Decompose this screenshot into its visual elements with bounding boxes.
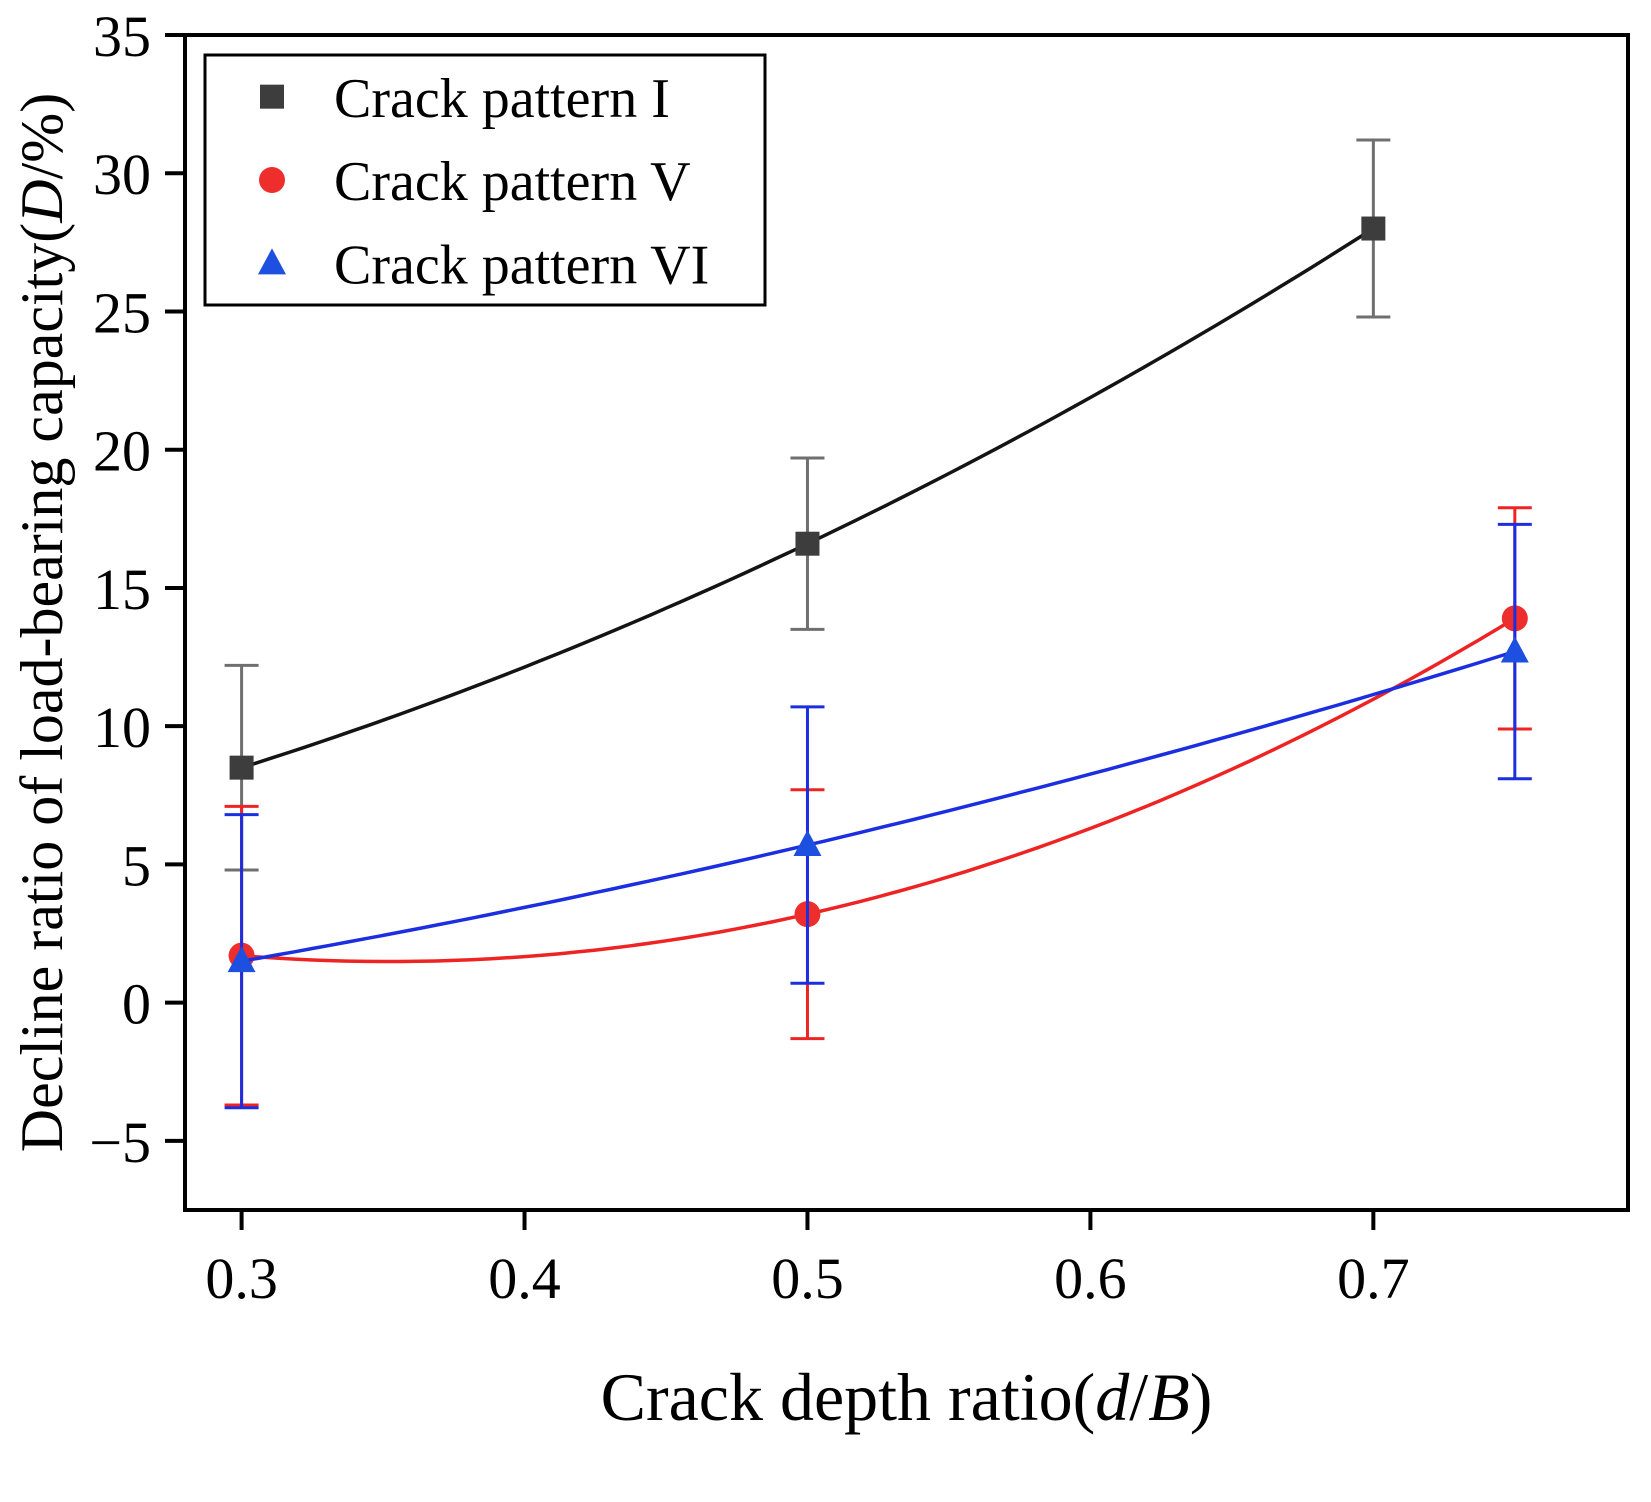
- y-axis: −5 0 5 10 15 20 25 30 35: [89, 4, 185, 1175]
- y-tick-label: 35: [93, 4, 151, 69]
- legend-box: [203, 53, 767, 307]
- y-tick-label: 5: [122, 833, 151, 898]
- legend-label: Crack pattern V: [334, 151, 691, 213]
- y-tick-label: 20: [93, 419, 151, 484]
- series-crack-pattern-i: [224, 138, 1391, 872]
- series-crack-pattern-v: [224, 506, 1532, 1107]
- data-point-marker-square: [1361, 216, 1386, 241]
- x-axis: 0.3 0.4 0.5 0.6 0.7: [205, 1210, 1410, 1311]
- x-axis-title: Crack depth ratio(d/B): [601, 1359, 1213, 1435]
- data-point-marker-square: [795, 531, 820, 556]
- x-tick-label: 0.6: [1054, 1246, 1127, 1311]
- data-point-marker-triangle: [258, 248, 286, 275]
- legend-label: Crack pattern VI: [334, 234, 709, 296]
- legend-item-crack-pattern-vi: Crack pattern VI: [258, 234, 709, 296]
- x-tick-label: 0.7: [1337, 1246, 1410, 1311]
- data-point-marker-triangle: [1500, 636, 1529, 663]
- y-tick-label: 0: [122, 972, 151, 1037]
- series-line: [241, 649, 1516, 963]
- y-tick-label: −5: [89, 1110, 151, 1175]
- data-point-marker-triangle: [227, 946, 256, 973]
- data-point-marker-circle: [259, 167, 285, 193]
- legend-item-crack-pattern-i: Crack pattern I: [260, 68, 670, 130]
- y-tick-label: 15: [93, 557, 151, 622]
- data-point-marker-square: [260, 84, 284, 109]
- legend: Crack pattern I Crack pattern V Crack patt…: [203, 53, 767, 307]
- y-tick-label: 10: [93, 695, 151, 760]
- x-tick-label: 0.4: [488, 1246, 561, 1311]
- data-point-marker-square: [229, 755, 254, 780]
- x-tick-label: 0.5: [771, 1246, 844, 1311]
- data-point-marker-triangle: [793, 830, 822, 857]
- series-crack-pattern-vi: [224, 522, 1532, 1110]
- series-line: [241, 616, 1516, 964]
- x-tick-label: 0.3: [205, 1246, 278, 1311]
- legend-item-crack-pattern-v: Crack pattern V: [259, 151, 691, 213]
- legend-label: Crack pattern I: [334, 68, 670, 130]
- y-tick-label: 30: [93, 142, 151, 207]
- plot-frame: [183, 33, 1630, 1212]
- y-axis-title: Decline ratio of load-bearing capacity(D…: [9, 93, 75, 1153]
- y-tick-label: 25: [93, 280, 151, 345]
